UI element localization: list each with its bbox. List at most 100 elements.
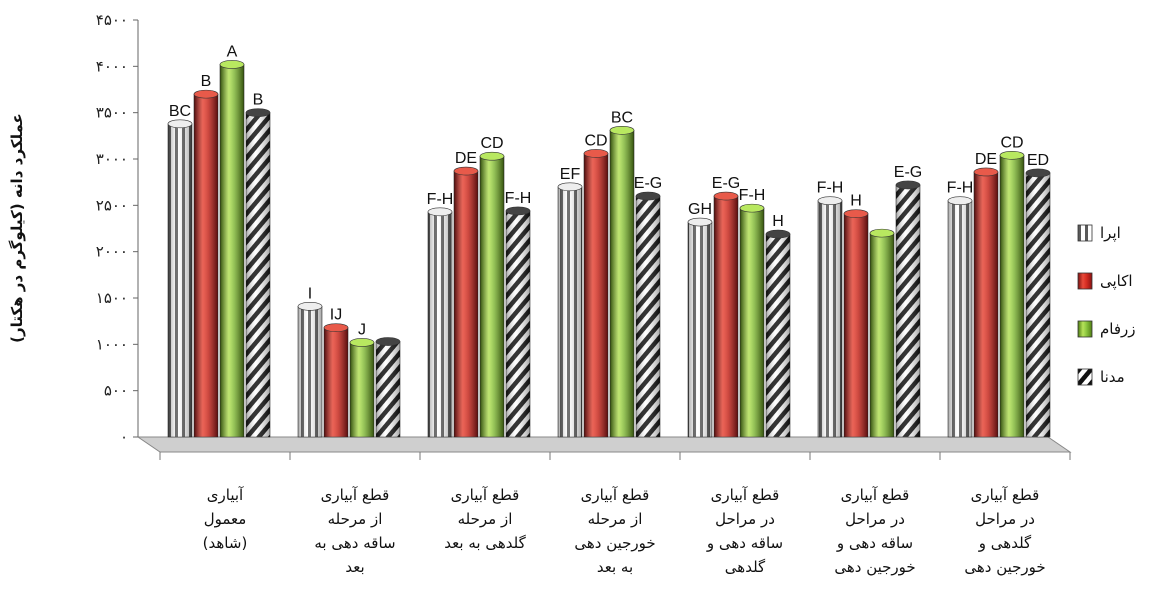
bar-label: DE — [455, 150, 477, 167]
bar-top-cap — [427, 207, 453, 217]
x-category-label-line: ساقه دهی و — [706, 534, 783, 552]
x-category-label-line: قطع آبیاری — [581, 486, 650, 504]
bar-shading — [636, 196, 660, 437]
bar-label: CD — [584, 132, 607, 149]
bar-top-cap — [739, 203, 765, 213]
bar-label: I — [308, 285, 312, 302]
bar-top-cap — [479, 151, 505, 161]
x-category-label-line: ساقه دهی به — [314, 534, 395, 552]
bar-shading — [246, 112, 270, 438]
bar-top-cap — [297, 302, 323, 311]
legend-swatch — [1077, 272, 1093, 290]
bar-shading — [610, 130, 634, 438]
x-category-label-line: از مرحله — [458, 510, 513, 528]
bar-shading — [480, 156, 504, 437]
legend-swatch — [1077, 320, 1093, 338]
bar-shading — [558, 186, 582, 437]
y-tick-label: ۱۵۰۰ — [96, 289, 128, 307]
bar-shading — [844, 213, 868, 437]
legend-label: اکاپی — [1100, 272, 1133, 291]
bar-shading — [714, 196, 738, 437]
bar-shading — [298, 306, 322, 437]
x-category-label-line: در مراحل — [845, 510, 905, 528]
bar-shading — [870, 233, 894, 437]
y-tick-label: ۲۰۰۰ — [96, 243, 128, 261]
bar-top-cap — [843, 209, 869, 218]
bar-label: CD — [480, 135, 503, 152]
bar-shading — [896, 184, 920, 437]
y-axis-label: عملکرد دانه (کیلوگرم در هکتار) — [8, 113, 26, 343]
y-tick-label: ۰ — [120, 428, 128, 446]
x-category-label-line: در مراحل — [715, 510, 775, 528]
x-category-label-line: قطع آبیاری — [711, 486, 780, 504]
bar-groups — [167, 60, 1051, 438]
bar-top-cap — [895, 180, 921, 190]
y-tick-label: ۵۰۰ — [104, 382, 128, 400]
bar-top-cap — [349, 338, 375, 347]
bar-top-cap — [817, 196, 843, 205]
x-category-label-line: گلدهی — [725, 558, 766, 576]
bar-label: F-H — [427, 191, 454, 208]
bar-top-cap — [947, 196, 973, 205]
x-category-label-line: قطع آبیاری — [321, 486, 390, 504]
y-tick-label: ۴۰۰۰ — [96, 57, 128, 75]
bar-label: B — [253, 92, 264, 109]
bar-label: BC — [169, 103, 191, 120]
x-category-label-line: خورجین دهی — [574, 534, 655, 552]
bar-top-cap — [999, 150, 1025, 160]
x-category-label-line: ساقه دهی و — [836, 534, 913, 552]
x-category-label-line: قطع آبیاری — [971, 486, 1040, 504]
x-category-label-line: گلدهی و — [978, 534, 1032, 552]
legend-label: اپرا — [1100, 224, 1121, 243]
bar-shading — [1000, 155, 1024, 437]
bar-label: E-G — [712, 175, 740, 192]
bar-label: IJ — [330, 307, 342, 324]
x-category-label-line: به بعد — [597, 558, 633, 576]
bar-label: F-H — [739, 187, 766, 204]
bar-shading — [428, 211, 452, 437]
bar-label: EF — [560, 166, 581, 183]
bar-top-cap — [323, 323, 349, 332]
bar-top-cap — [609, 125, 635, 135]
bar-significance-labels: BCBABIIJJF-HDECDF-HEFCDBCE-GGHE-GF-HHF-H… — [169, 43, 1049, 338]
bar-shading — [376, 341, 400, 437]
bar-label: DE — [975, 151, 997, 168]
legend: اپرا اکاپی زرفام مدنا — [1077, 224, 1136, 386]
bar-top-cap — [219, 60, 245, 69]
y-tick-label: ۳۰۰۰ — [96, 150, 128, 168]
bar-top-cap — [713, 191, 739, 201]
bar-label: ED — [1027, 152, 1049, 169]
bar-top-cap — [1025, 168, 1051, 178]
bar-top-cap — [765, 229, 791, 239]
legend-swatch — [1077, 224, 1093, 242]
bar-shading — [766, 234, 790, 437]
x-category-label-line: از مرحله — [328, 510, 383, 528]
x-category-label-line: خورجین دهی — [964, 558, 1045, 576]
bar-top-cap — [245, 108, 271, 117]
bar-top-cap — [453, 166, 479, 176]
bar-top-cap — [973, 167, 999, 177]
x-category-label-line: قطع آبیاری — [451, 486, 520, 504]
bar-label: A — [227, 43, 238, 60]
x-category-label-line: قطع آبیاری — [841, 486, 910, 504]
x-category-label-line: گلدهی به بعد — [444, 534, 526, 552]
bar-top-cap — [583, 149, 609, 158]
legend-label: مدنا — [1100, 368, 1125, 386]
x-category-label-line: (شاهد) — [203, 534, 248, 552]
y-tick-labels: ۰ ۵۰۰ ۱۰۰۰ ۱۵۰۰ ۲۰۰۰ ۲۵۰۰ ۳۰۰۰ ۳۵۰۰ ۴۰۰۰ ۴۵۰۰ — [96, 11, 138, 446]
bar-label: GH — [688, 201, 712, 218]
bar-label: CD — [1000, 134, 1023, 151]
bar-label: B — [201, 73, 212, 90]
bar-shading — [948, 200, 972, 437]
x-category-label-line: بعد — [345, 558, 364, 576]
bar-shading — [688, 222, 712, 437]
bar-top-cap — [869, 228, 895, 238]
bar-shading — [220, 64, 244, 437]
bar-shading — [974, 171, 998, 437]
bar-shading — [168, 123, 192, 437]
bar-shading — [454, 171, 478, 437]
bar-top-cap — [505, 206, 531, 216]
y-tick-label: ۲۵۰۰ — [96, 196, 128, 214]
y-tick-label: ۴۵۰۰ — [96, 11, 128, 29]
